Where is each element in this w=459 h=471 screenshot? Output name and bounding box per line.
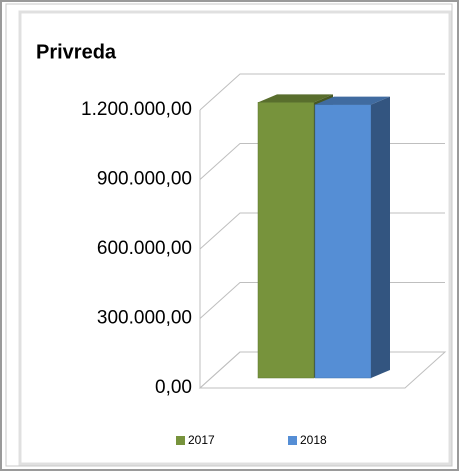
bar-top <box>258 94 333 103</box>
bar-side <box>371 96 390 378</box>
y-tick-label: 600.000,00 <box>97 238 192 259</box>
chart-border <box>18 10 452 466</box>
bar <box>314 96 390 379</box>
y-tick-label: 0,00 <box>155 377 192 398</box>
grid-line <box>199 73 445 111</box>
legend-label: 2018 <box>300 433 327 447</box>
legend-label: 2017 <box>188 433 215 447</box>
legend-swatch <box>288 436 297 445</box>
bar-front <box>257 102 315 379</box>
bar-top <box>315 96 390 105</box>
y-tick-label: 900.000,00 <box>97 169 192 190</box>
y-tick-label: 300.000,00 <box>97 308 192 329</box>
legend-swatch <box>176 436 185 445</box>
bar-front <box>314 104 372 379</box>
chart-title: Privreda <box>36 41 117 63</box>
y-tick-label: 1.200.000,00 <box>81 99 192 120</box>
